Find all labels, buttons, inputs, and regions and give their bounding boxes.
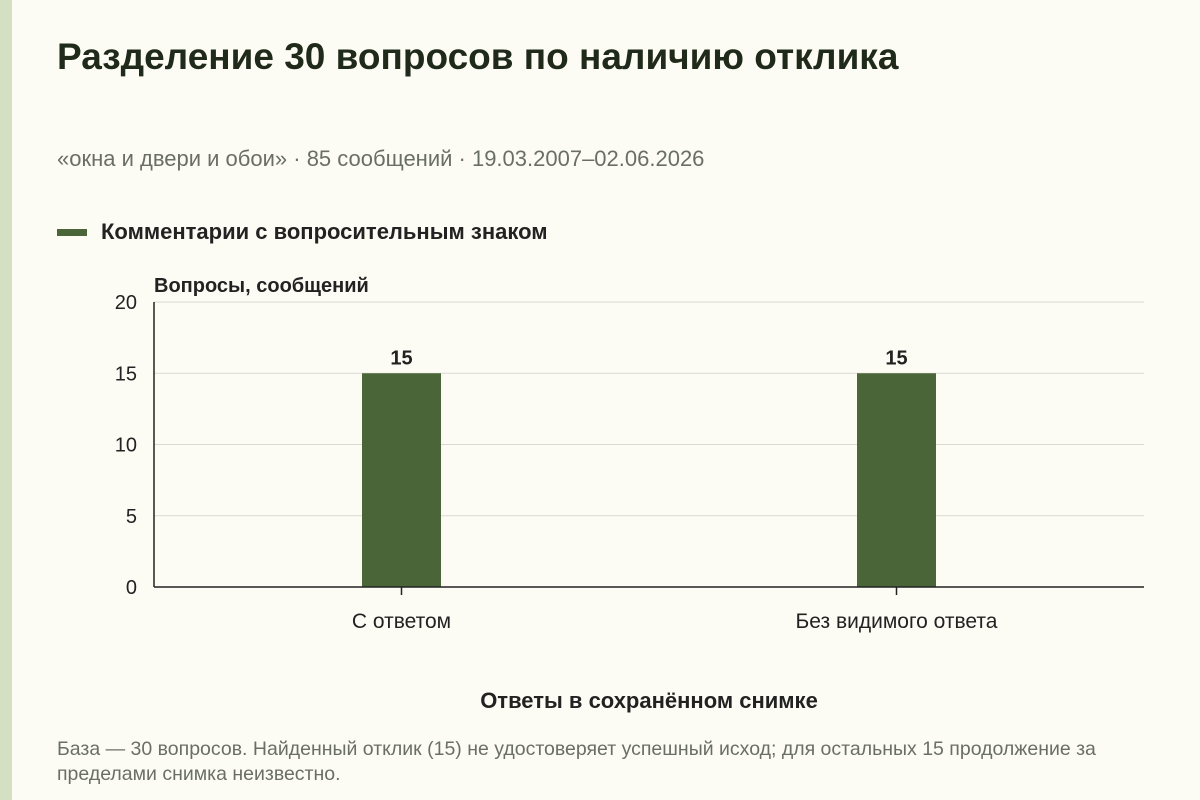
y-tick-label: 15 bbox=[115, 363, 137, 385]
y-tick-label: 5 bbox=[126, 506, 137, 528]
data-label: 15 bbox=[390, 347, 412, 369]
legend-label: Комментарии с вопросительным знаком bbox=[101, 219, 548, 244]
labels: 0 5 10 15 20 Вопросы, сообщений 15 С ответом 15 Б… bbox=[115, 275, 998, 713]
bar bbox=[857, 373, 936, 587]
y-tick-label: 20 bbox=[115, 292, 137, 314]
y-tick-label: 10 bbox=[115, 435, 137, 457]
gridlines bbox=[154, 301, 1144, 517]
axes bbox=[153, 302, 1144, 595]
x-tick-label: С ответом bbox=[352, 610, 451, 633]
chart-subtitle: «окна и двери и обои» · 85 сообщений · 1… bbox=[57, 146, 705, 171]
legend-swatch bbox=[57, 228, 87, 236]
left-accent-rail bbox=[0, 0, 12, 800]
legend: Комментарии с вопросительным знаком bbox=[57, 219, 548, 245]
chart-footnote: База — 30 вопросов. Найденный отклик (15… bbox=[57, 738, 1096, 785]
x-axis-title: Ответы в сохранённом снимке bbox=[480, 688, 818, 713]
chart-title: Разделение 30 вопросов по наличию отклик… bbox=[57, 36, 899, 77]
bar bbox=[362, 373, 441, 587]
y-tick-label: 0 bbox=[126, 577, 137, 599]
bars bbox=[362, 373, 936, 587]
data-label: 15 bbox=[885, 347, 907, 369]
x-tick-label: Без видимого ответа bbox=[796, 610, 998, 633]
y-axis-title: Вопросы, сообщений bbox=[154, 275, 369, 297]
